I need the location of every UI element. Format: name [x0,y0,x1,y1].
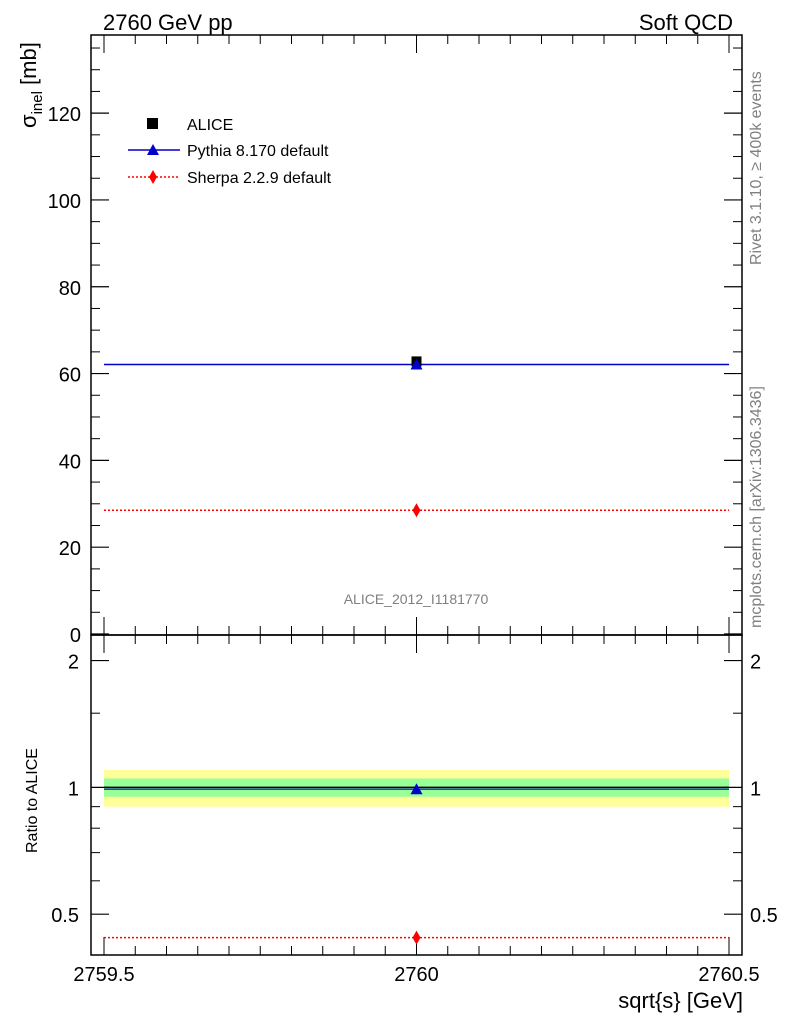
process-label: Soft QCD [639,10,733,35]
xtick-label: 2760.5 [698,964,759,986]
ratio-ytick-label: 0.5 [51,905,79,927]
legend-marker-sherpa [149,170,157,184]
main-ytick-label: 40 [59,451,81,473]
ratio-panel-axes: 0.5 0.5 1 1 2 2 2759.5 2760 2760.5 [51,634,778,986]
ylabel-symbol: σ [16,114,41,128]
legend-marker-pythia [147,144,159,155]
xtick-label: 2759.5 [73,964,134,986]
ylabel-unit: [mb] [16,42,41,91]
ylabel-subscript: inel [29,91,46,114]
ratio-ytick-label-right: 2 [750,652,761,674]
ratio-pythia-point [410,783,423,795]
legend-label-sherpa: Sherpa 2.2.9 default [187,170,332,187]
ratio-y-axis-label: Ratio to ALICE [24,748,41,853]
main-ytick-label: 100 [48,191,81,213]
ratio-ytick-label-right: 1 [750,778,761,800]
legend: ALICE Pythia 8.170 default Sherpa 2.2.9 … [128,117,332,187]
energy-label: 2760 GeV pp [103,10,233,35]
main-panel-series [104,356,729,518]
main-ytick-label: 20 [59,538,81,560]
source-label: mcplots.cern.ch [arXiv:1306.3436] [748,386,765,628]
main-ytick-label: 60 [59,365,81,387]
sherpa-point [412,503,421,518]
ratio-panel-series [104,783,729,945]
main-ytick-label: 120 [48,104,81,126]
main-ytick-label: 0 [70,625,81,647]
main-ytick-label: 80 [59,278,81,300]
legend-label-alice: ALICE [187,117,233,134]
svg-text:σinel [mb]: σinel [mb] [16,42,46,128]
xtick-label: 2760 [394,964,439,986]
rivet-label: Rivet 3.1.10, ≥ 400k events [748,71,765,265]
pythia-point [410,358,423,370]
legend-marker-alice [147,118,158,129]
ratio-ytick-label-right: 0.5 [750,905,778,927]
x-axis-label: sqrt{s} [GeV] [618,988,743,1013]
ratio-ytick-label: 2 [68,652,79,674]
legend-label-pythia: Pythia 8.170 default [187,143,329,160]
ratio-sherpa-point [412,930,421,945]
analysis-watermark: ALICE_2012_I1181770 [344,591,489,607]
main-y-axis-label: σinel [mb] [16,42,46,128]
main-panel-axes: 0 20 40 60 80 100 120 [48,34,743,647]
ratio-ytick-label: 1 [68,778,79,800]
